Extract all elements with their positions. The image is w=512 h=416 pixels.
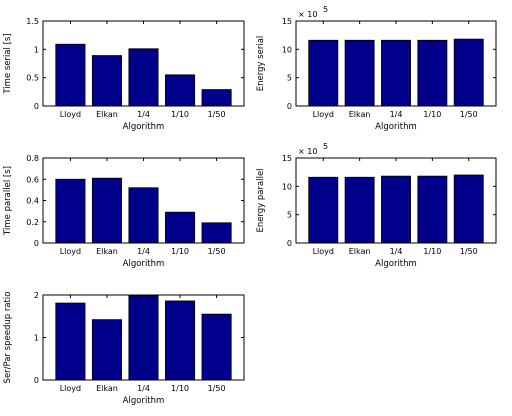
speedup-category-label: 1/50 bbox=[208, 384, 226, 393]
energy-serial-exponent-power: 5 bbox=[323, 5, 328, 14]
energy-serial-bar-3 bbox=[381, 39, 411, 107]
energy-parallel-category-label: 1/50 bbox=[460, 247, 478, 256]
speedup-xlabel: Algorithm bbox=[123, 396, 165, 406]
time-parallel-ytick-label: 0.4 bbox=[26, 197, 39, 206]
time-serial-category-label: 1/10 bbox=[171, 110, 189, 119]
time-serial-ytick-label: 0.5 bbox=[26, 74, 39, 83]
time-parallel-bar-1 bbox=[55, 178, 86, 244]
energy-parallel-bar-1 bbox=[308, 176, 339, 244]
energy-serial-bar-1 bbox=[308, 39, 339, 107]
speedup-ytick-label: 2 bbox=[34, 291, 39, 300]
speedup-ytick-label: 0 bbox=[34, 376, 39, 385]
time-serial-category-label: Lloyd bbox=[60, 110, 81, 119]
energy-parallel-exponent-power: 5 bbox=[323, 142, 328, 151]
energy-parallel-ytick-label: 0 bbox=[287, 239, 292, 248]
time-parallel-ytick-label: 0 bbox=[34, 239, 39, 248]
time-serial-category-label: 1/4 bbox=[137, 110, 150, 119]
speedup-bar-5 bbox=[201, 313, 232, 381]
energy-serial-bar-4 bbox=[417, 39, 448, 107]
time-parallel-category-label: 1/10 bbox=[171, 247, 189, 256]
time-serial-xlabel: Algorithm bbox=[123, 122, 165, 132]
time-serial-category-label: 1/50 bbox=[208, 110, 226, 119]
energy-parallel-category-label: Lloyd bbox=[313, 247, 334, 256]
energy-serial-ylabel: Energy serial bbox=[256, 36, 266, 92]
time-parallel-ytick-label: 0.8 bbox=[26, 154, 39, 163]
time-serial-chart: 0 0.5 1 1.5 Lloyd Elkan 1/4 1/10 1/50 Algorithm Ti… bbox=[3, 17, 245, 132]
time-serial-category-label: Elkan bbox=[96, 110, 118, 119]
energy-serial-chart: 0 5 10 15 Lloyd Elkan 1/4 1/10 1/50 Algorithm Ener… bbox=[256, 5, 497, 132]
time-parallel-bar-5 bbox=[201, 222, 232, 244]
time-parallel-chart: 0 0.2 0.4 0.6 0.8 Lloyd Elkan 1/4 1/10 1/50 Algori… bbox=[3, 154, 245, 269]
time-serial-ytick-label: 1.5 bbox=[26, 17, 39, 26]
energy-serial-ytick-label: 15 bbox=[282, 17, 292, 26]
time-parallel-bar-3 bbox=[128, 187, 159, 244]
energy-serial-xlabel: Algorithm bbox=[375, 122, 417, 132]
time-serial-bar-2 bbox=[91, 55, 122, 107]
time-parallel-xlabel: Algorithm bbox=[123, 259, 165, 269]
time-parallel-ytick-label: 0.2 bbox=[26, 218, 39, 227]
energy-serial-category-label: 1/4 bbox=[390, 110, 403, 119]
speedup-bar-2 bbox=[91, 319, 122, 381]
speedup-ylabel: Ser/Par speedup ratio bbox=[3, 292, 13, 384]
energy-parallel-category-label: Elkan bbox=[349, 247, 371, 256]
time-serial-bar-4 bbox=[165, 74, 196, 107]
energy-parallel-category-label: 1/4 bbox=[390, 247, 403, 256]
energy-parallel-xlabel: Algorithm bbox=[375, 259, 417, 269]
energy-parallel-exponent-base: × 10 bbox=[298, 147, 317, 156]
speedup-bar-3 bbox=[128, 295, 159, 381]
energy-serial-category-label: Lloyd bbox=[313, 110, 334, 119]
speedup-chart: 0 1 2 Lloyd Elkan 1/4 1/10 1/50 Algorithm Ser/Par… bbox=[3, 291, 245, 406]
energy-serial-ytick-label: 10 bbox=[282, 45, 292, 54]
energy-serial-category-label: Elkan bbox=[349, 110, 371, 119]
energy-parallel-category-label: 1/10 bbox=[423, 247, 441, 256]
speedup-ytick-label: 1 bbox=[34, 334, 39, 343]
time-serial-ytick-label: 1 bbox=[34, 45, 39, 54]
time-serial-bar-1 bbox=[55, 43, 86, 107]
energy-parallel-ytick-label: 10 bbox=[282, 182, 292, 191]
speedup-bar-1 bbox=[55, 302, 86, 381]
energy-parallel-ytick-label: 5 bbox=[287, 211, 292, 220]
speedup-category-label: 1/4 bbox=[137, 384, 150, 393]
time-parallel-bar-4 bbox=[165, 211, 196, 244]
time-serial-bar-3 bbox=[128, 48, 159, 107]
energy-parallel-bar-3 bbox=[381, 175, 411, 244]
time-serial-ylabel: Time serial [s] bbox=[3, 33, 13, 94]
energy-serial-bar-5 bbox=[453, 38, 484, 107]
time-parallel-ylabel: Time parallel [s] bbox=[3, 166, 13, 236]
time-parallel-category-label: Elkan bbox=[96, 247, 118, 256]
time-parallel-ytick-label: 0.6 bbox=[26, 175, 39, 184]
energy-parallel-bar-2 bbox=[344, 176, 375, 244]
time-parallel-bar-2 bbox=[91, 177, 122, 244]
time-serial-ytick-label: 0 bbox=[34, 102, 39, 111]
energy-parallel-chart: 0 5 10 15 Lloyd Elkan 1/4 1/10 1/50 Algorithm Ener… bbox=[256, 142, 497, 269]
energy-parallel-bar-5 bbox=[453, 174, 484, 244]
speedup-category-label: 1/10 bbox=[171, 384, 189, 393]
speedup-category-label: Lloyd bbox=[60, 384, 81, 393]
energy-parallel-bar-4 bbox=[417, 175, 448, 244]
energy-serial-ytick-label: 5 bbox=[287, 74, 292, 83]
energy-parallel-ylabel: Energy parallel bbox=[256, 168, 266, 232]
energy-serial-category-label: 1/50 bbox=[460, 110, 478, 119]
time-parallel-category-label: Lloyd bbox=[60, 247, 81, 256]
time-parallel-category-label: 1/50 bbox=[208, 247, 226, 256]
energy-serial-category-label: 1/10 bbox=[423, 110, 441, 119]
energy-serial-ytick-label: 0 bbox=[287, 102, 292, 111]
time-parallel-category-label: 1/4 bbox=[137, 247, 150, 256]
speedup-category-label: Elkan bbox=[96, 384, 118, 393]
energy-parallel-ytick-label: 15 bbox=[282, 154, 292, 163]
speedup-bar-4 bbox=[165, 300, 196, 381]
energy-serial-exponent-base: × 10 bbox=[298, 10, 317, 19]
energy-serial-bar-2 bbox=[344, 39, 375, 107]
